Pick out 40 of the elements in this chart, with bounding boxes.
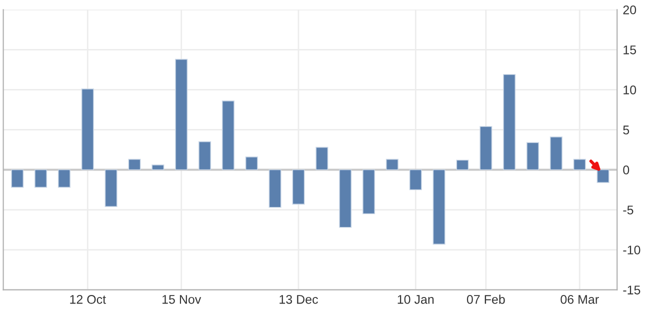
y-tick-label: 20 — [623, 5, 636, 14]
y-tick-label: 0 — [623, 166, 630, 174]
bar — [480, 126, 492, 170]
bar — [58, 169, 70, 188]
bar — [386, 158, 398, 170]
bar — [81, 88, 94, 170]
bar — [292, 169, 305, 205]
bar — [339, 169, 352, 228]
y-tick-label: 5 — [623, 126, 630, 134]
bar — [456, 160, 469, 170]
bar — [432, 169, 446, 245]
x-tick-label: 07 Feb — [466, 294, 505, 304]
bar — [596, 169, 610, 183]
bar — [175, 58, 188, 170]
x-tick-label: 12 Oct — [70, 294, 106, 304]
bar — [128, 158, 141, 170]
bar — [268, 169, 282, 208]
bar — [362, 169, 376, 214]
bar — [11, 169, 24, 188]
bar — [245, 156, 258, 170]
x-tick-label: 10 Jan — [398, 294, 434, 304]
x-tick-label: 13 Dec — [280, 294, 318, 304]
bar — [573, 158, 586, 170]
bar — [152, 164, 164, 170]
bar — [409, 169, 422, 190]
x-tick-label: 06 Mar — [560, 294, 599, 304]
y-tick-label: -15 — [623, 286, 640, 294]
y-tick-label: -5 — [623, 206, 634, 214]
x-tick-label: 15 Nov — [162, 295, 202, 304]
bar — [198, 141, 212, 170]
bar — [526, 142, 540, 170]
y-tick-label: -10 — [623, 246, 640, 254]
y-tick-label: 15 — [624, 46, 636, 54]
bar — [104, 169, 118, 207]
bar — [222, 100, 234, 170]
bar — [34, 169, 48, 188]
y-tick-label: 10 — [624, 86, 636, 94]
bar — [503, 74, 516, 170]
bar — [550, 136, 562, 170]
bar — [316, 146, 328, 170]
